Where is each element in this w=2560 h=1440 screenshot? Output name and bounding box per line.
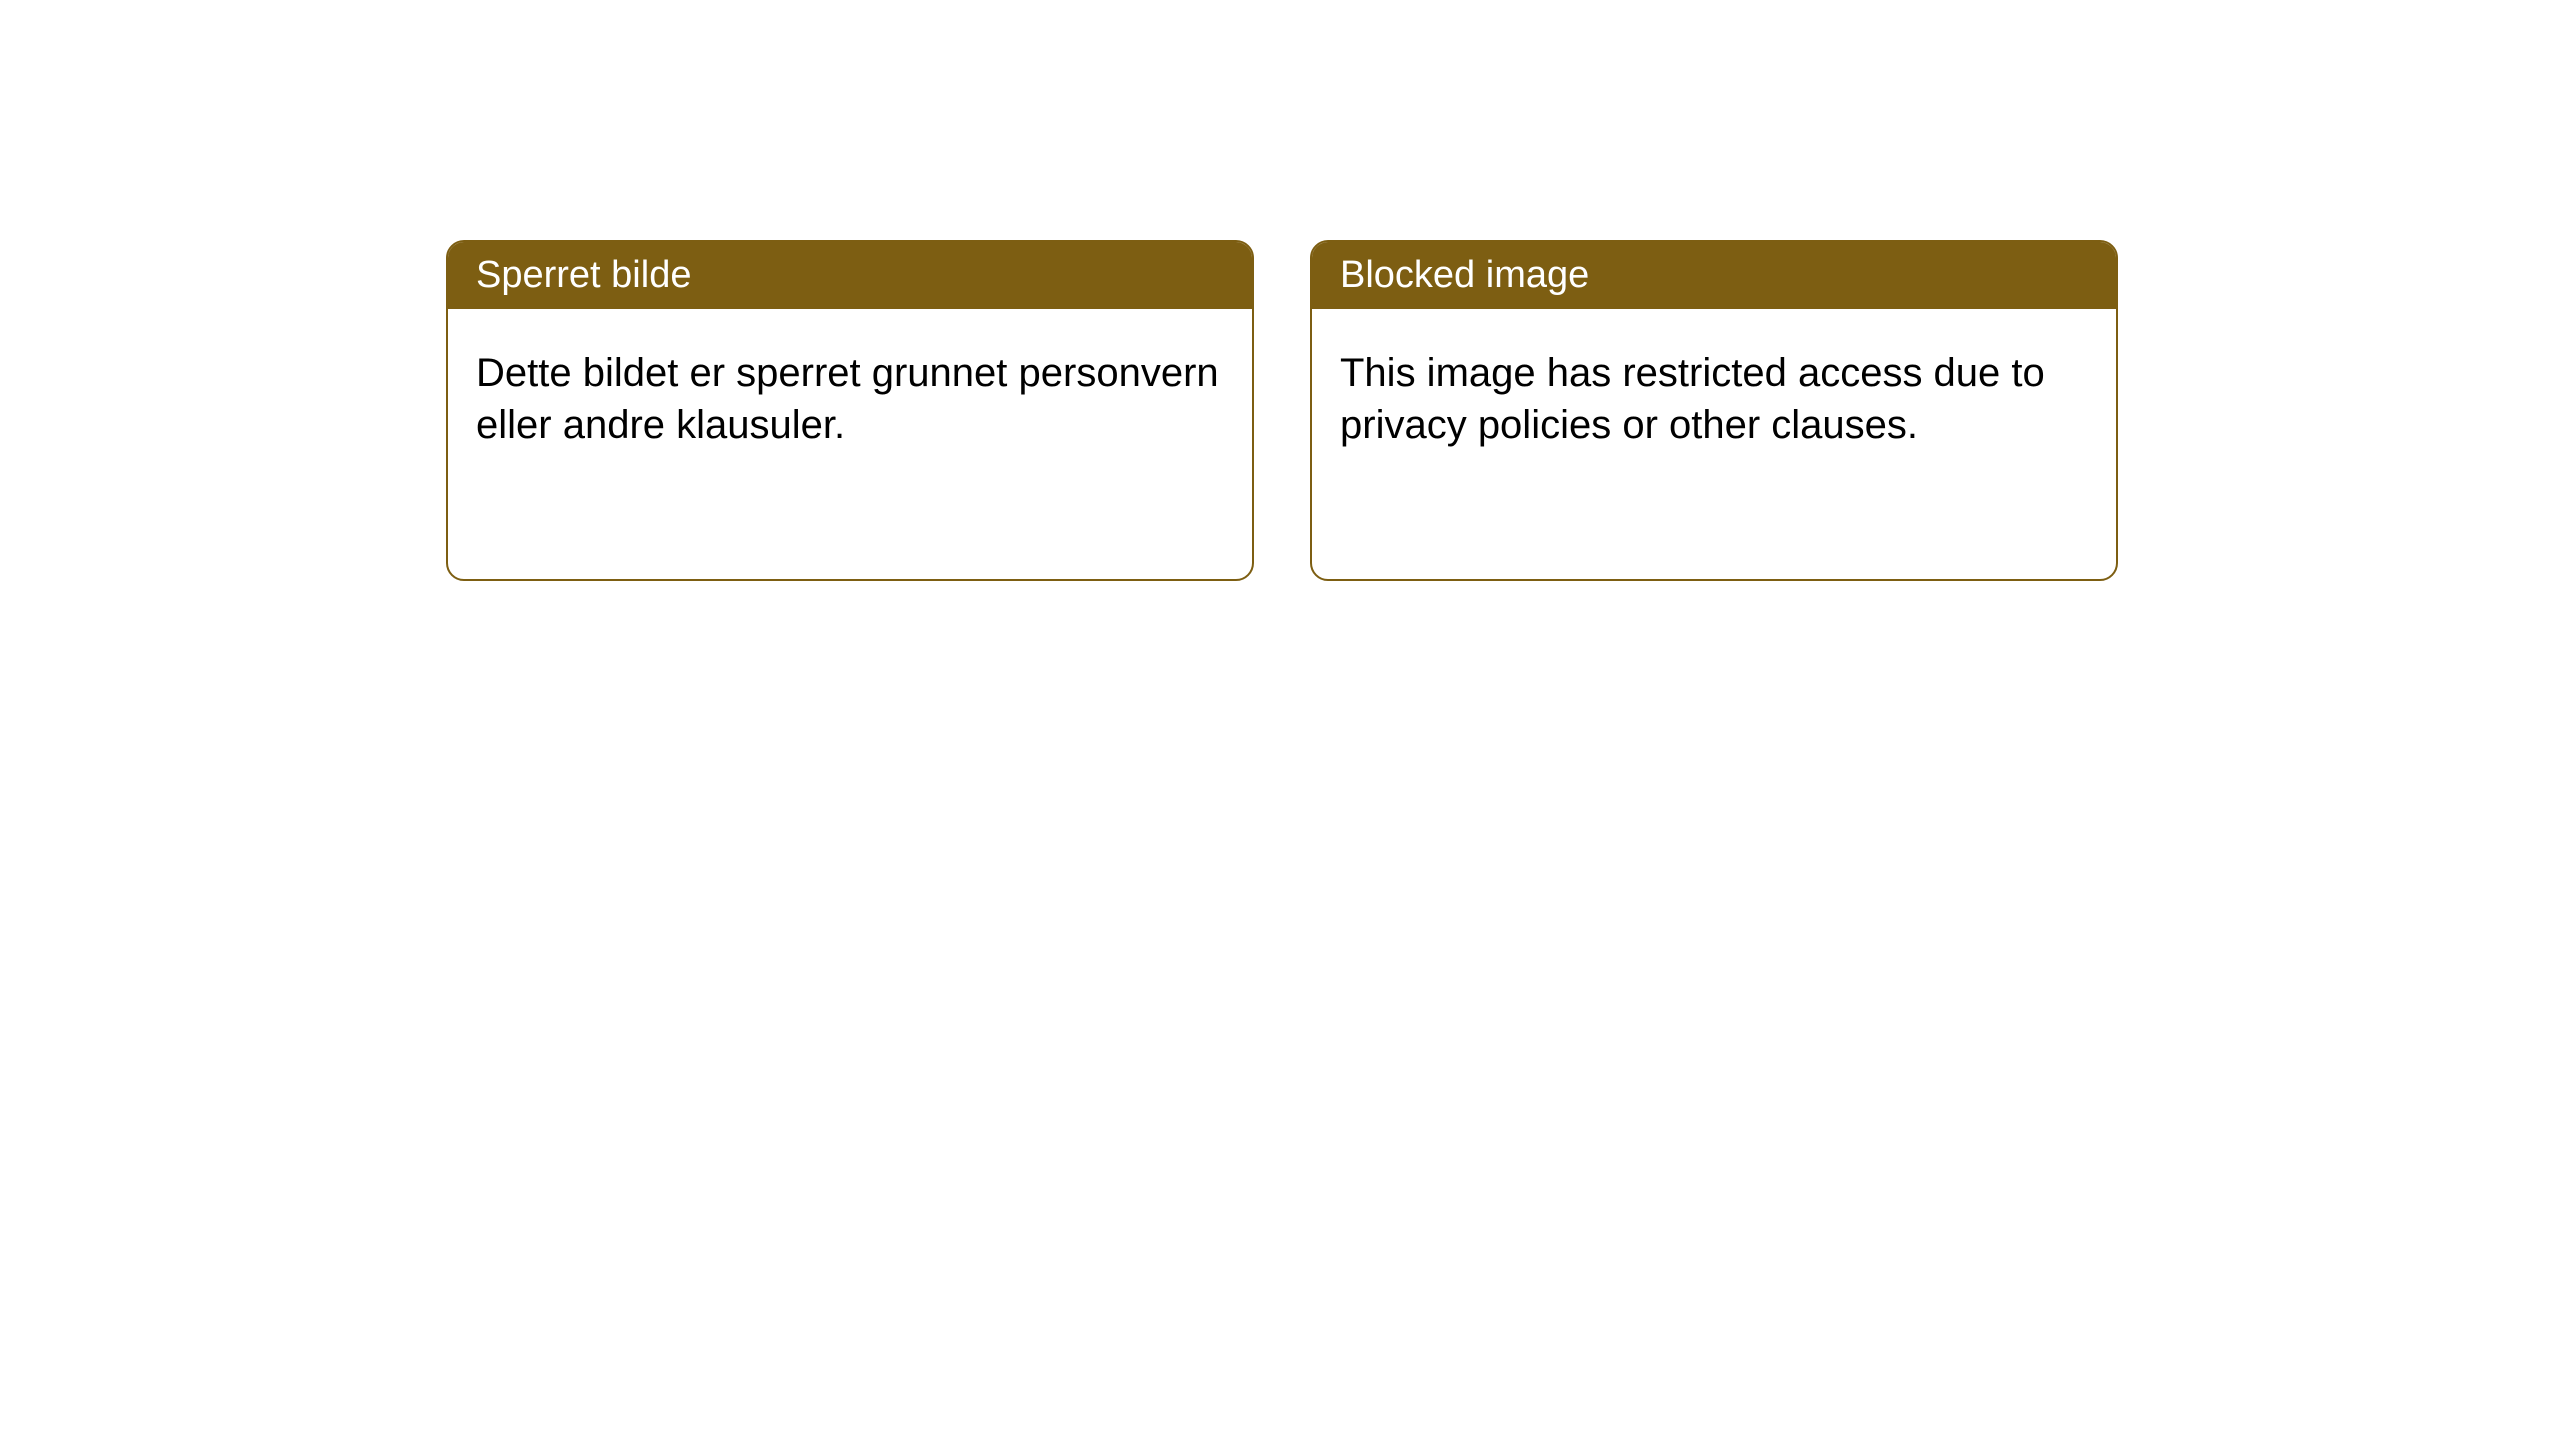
notice-title-norwegian: Sperret bilde: [448, 242, 1252, 309]
notice-card-english: Blocked image This image has restricted …: [1310, 240, 2118, 581]
notice-body-english: This image has restricted access due to …: [1312, 309, 2116, 579]
notice-container: Sperret bilde Dette bildet er sperret gr…: [446, 240, 2118, 581]
notice-title-english: Blocked image: [1312, 242, 2116, 309]
notice-card-norwegian: Sperret bilde Dette bildet er sperret gr…: [446, 240, 1254, 581]
notice-body-norwegian: Dette bildet er sperret grunnet personve…: [448, 309, 1252, 579]
